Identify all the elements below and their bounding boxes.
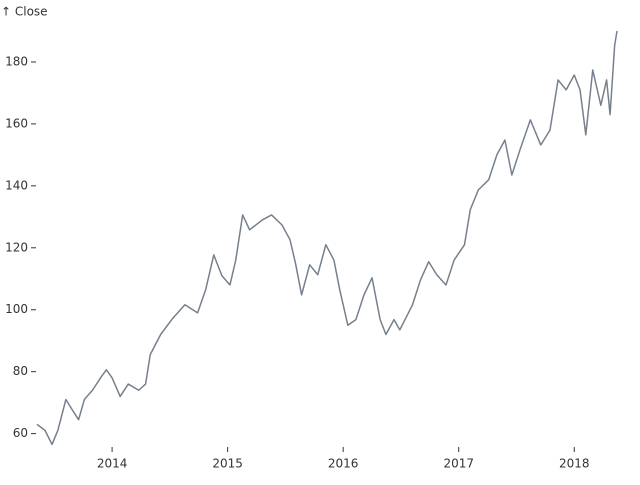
y-axis-label: ↑ Close [1, 5, 48, 19]
x-tick-label: 2015 [212, 457, 243, 471]
y-tick-label: 100 [5, 302, 28, 316]
x-tick-label: 2016 [328, 457, 359, 471]
y-tick-label: 80 [13, 364, 28, 378]
y-tick-label: 160 [5, 116, 28, 130]
y-tick-label: 180 [5, 54, 28, 68]
y-tick-label: 140 [5, 178, 28, 192]
x-tick-label: 2017 [443, 457, 474, 471]
x-tick-label: 2018 [559, 457, 590, 471]
y-tick-label: 60 [13, 426, 28, 440]
price-line [36, 30, 618, 446]
x-tick-label: 2014 [97, 457, 128, 471]
y-tick-label: 120 [5, 240, 28, 254]
